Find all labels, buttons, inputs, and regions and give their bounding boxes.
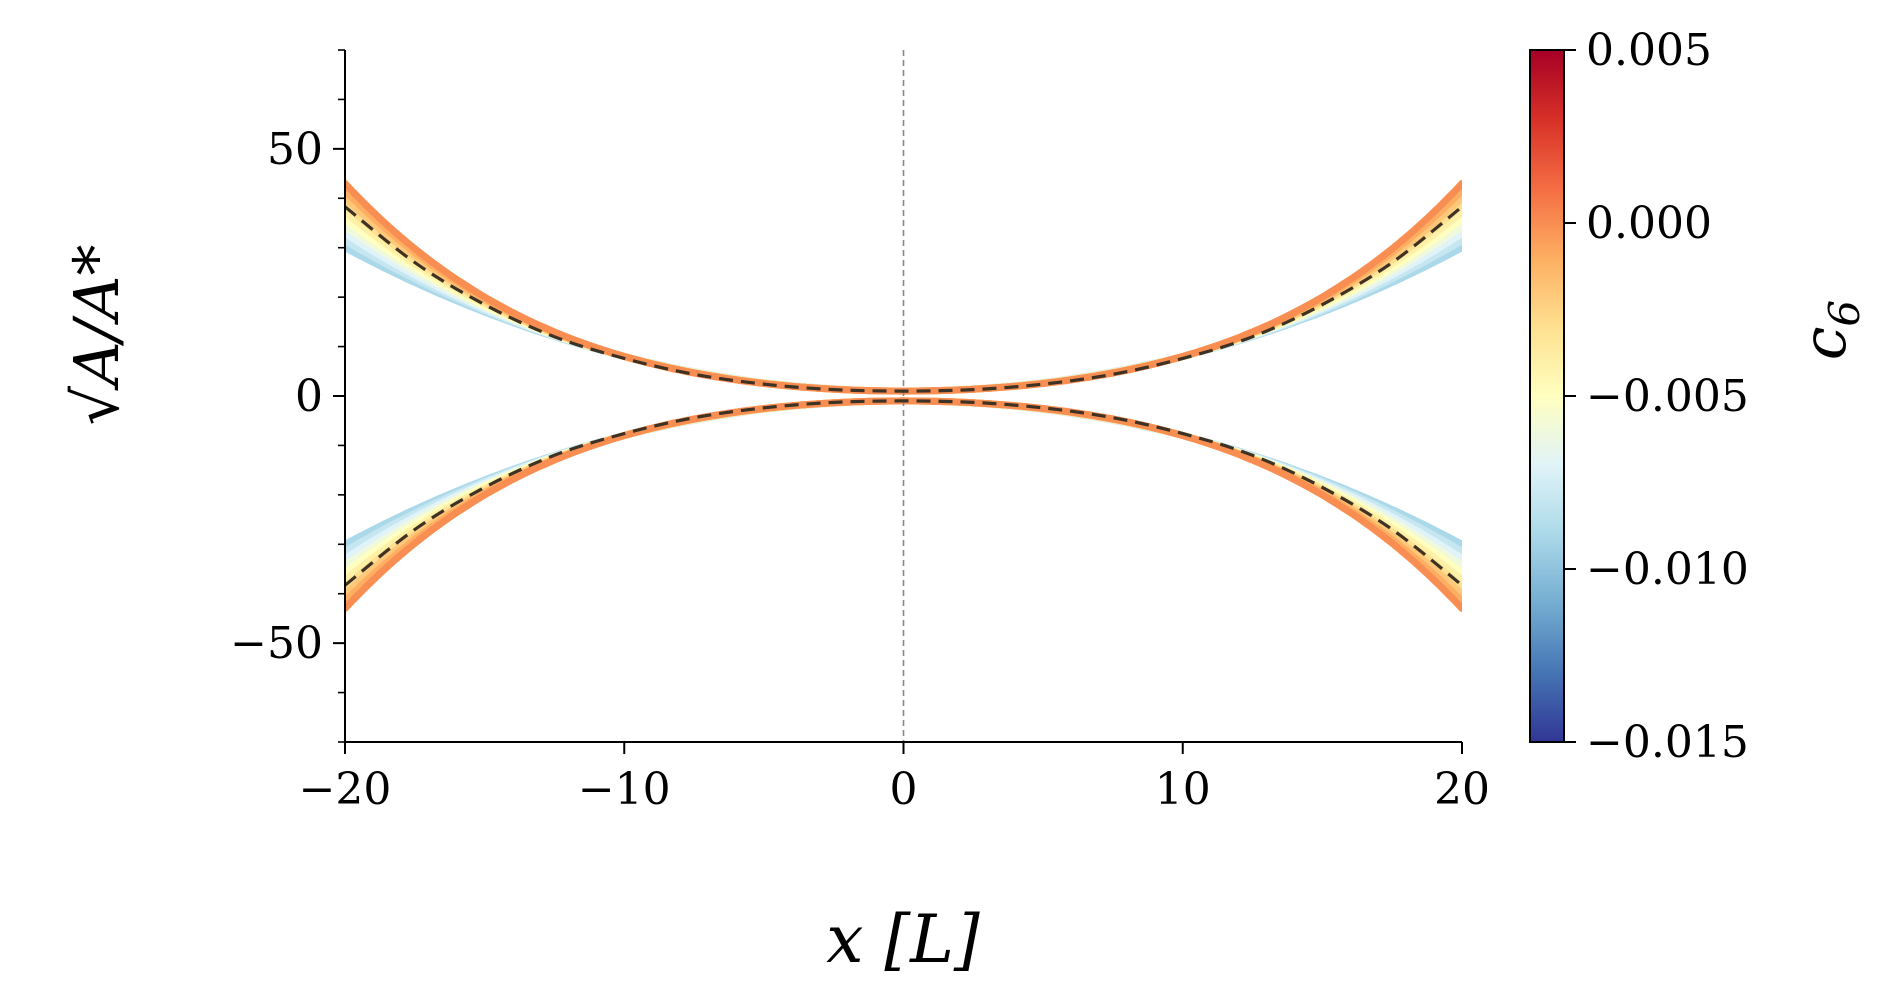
- colorbar-tick-label: 0.000: [1586, 198, 1712, 249]
- x-tick-label: 20: [1434, 764, 1490, 815]
- axes: −20 −10 0 10 20 −50 0 50: [230, 49, 1490, 815]
- colorbar-label: c6: [1790, 300, 1869, 360]
- y-axis-title: √A/A*: [60, 245, 133, 426]
- x-tick-label: 0: [890, 764, 918, 815]
- colorbar-tick-label: 0.005: [1586, 25, 1712, 76]
- x-tick-label: −10: [578, 764, 671, 815]
- dashed-curve-lower: [345, 399, 1462, 587]
- x-tick-label: −20: [299, 764, 392, 815]
- y-axis-label: √A/A*: [60, 245, 133, 426]
- colorbar-title-sub: 6: [1820, 300, 1869, 327]
- plot-area: [345, 50, 1462, 742]
- x-axis-label: x [L]: [826, 901, 980, 978]
- colorbar-ticks: 0.005 0.000 −0.005 −0.010 −0.015: [1564, 25, 1749, 768]
- dashed-curve-upper: [345, 205, 1462, 393]
- x-tick-label: 10: [1155, 764, 1211, 815]
- x-axis-title: x [L]: [826, 901, 980, 978]
- y-tick-label: 50: [267, 124, 323, 175]
- colorbar-tick-label: −0.010: [1586, 544, 1749, 595]
- colorbar-title: c6: [1790, 300, 1869, 360]
- colorbar-gradient: [1529, 49, 1565, 743]
- y-axis-ticks: −50 0 50: [230, 49, 345, 743]
- colorbar-title-main: c: [1790, 327, 1860, 361]
- colorbar: 0.005 0.000 −0.005 −0.010 −0.015 c6: [1529, 25, 1869, 768]
- x-axis-ticks: −20 −10 0 10 20: [299, 742, 1490, 815]
- dashed-reference-curves: [345, 205, 1462, 587]
- y-tick-label: 0: [295, 371, 323, 422]
- envelope-lower-curve: [345, 397, 1462, 577]
- colorbar-tick-label: −0.015: [1586, 717, 1749, 768]
- colorbar-tick-label: −0.005: [1586, 371, 1749, 422]
- y-tick-label: −50: [230, 618, 323, 669]
